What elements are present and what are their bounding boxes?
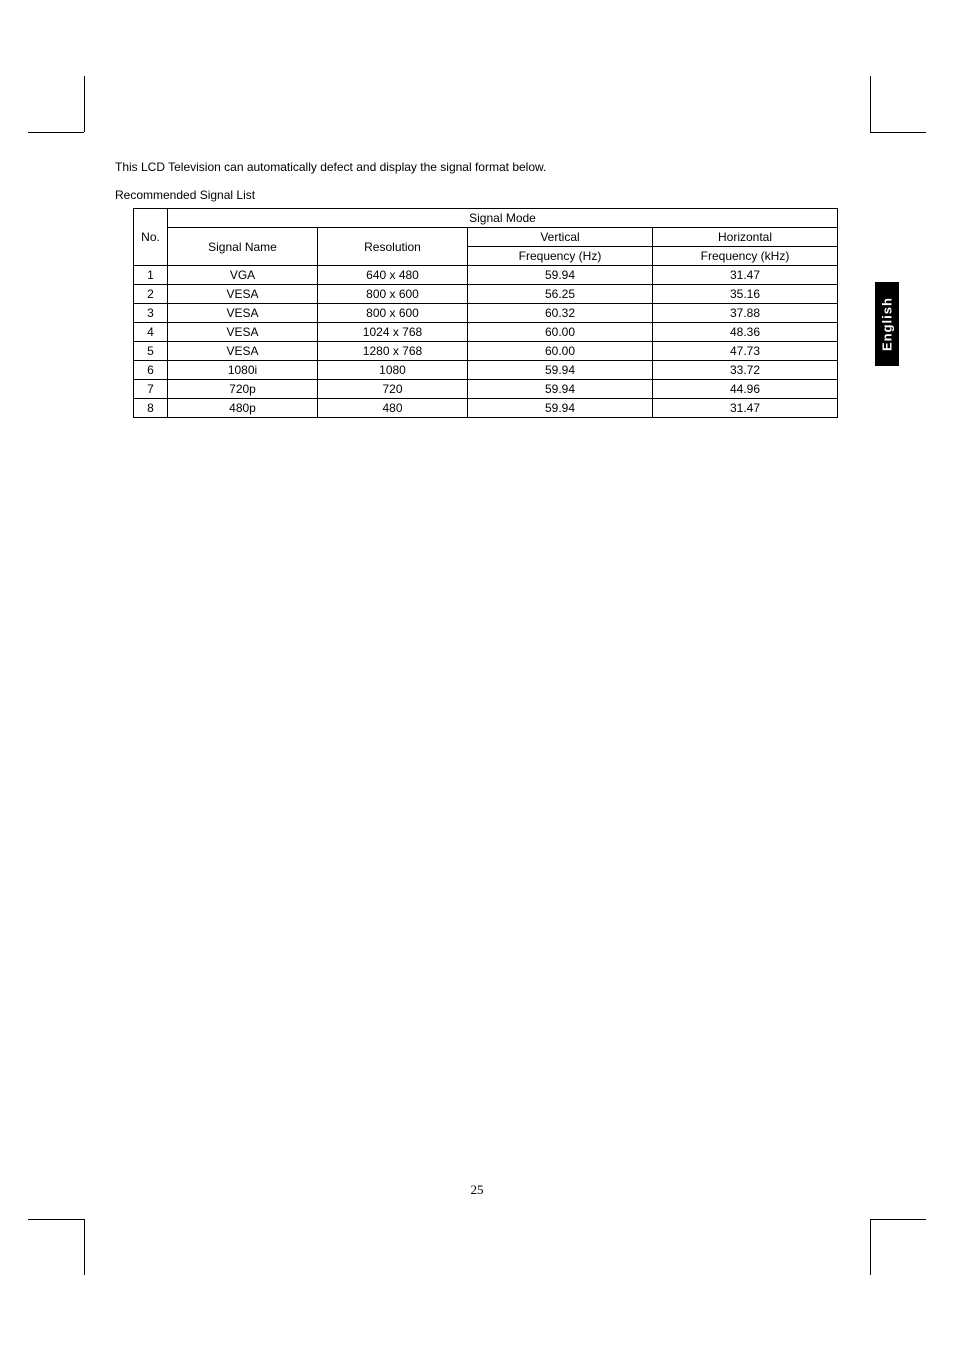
table-cell: 56.25 <box>468 285 653 304</box>
table-cell: 1 <box>134 266 168 285</box>
table-cell: 800 x 600 <box>318 285 468 304</box>
table-row: 2VESA800 x 60056.2535.16 <box>134 285 838 304</box>
table-cell: 2 <box>134 285 168 304</box>
col-header-signal-mode: Signal Mode <box>168 209 838 228</box>
table-cell: VESA <box>168 304 318 323</box>
table-cell: 8 <box>134 399 168 418</box>
table-cell: 3 <box>134 304 168 323</box>
table-cell: 31.47 <box>653 399 838 418</box>
crop-mark <box>870 1219 871 1275</box>
crop-mark <box>870 132 926 133</box>
page-number: 25 <box>0 1182 954 1198</box>
crop-mark <box>84 1219 85 1275</box>
intro-text: This LCD Television can automatically de… <box>115 160 839 174</box>
table-cell: 1024 x 768 <box>318 323 468 342</box>
table-row: 1VGA640 x 48059.9431.47 <box>134 266 838 285</box>
table-cell: 60.32 <box>468 304 653 323</box>
table-cell: 720p <box>168 380 318 399</box>
table-header-row: Signal Name Resolution Vertical Horizont… <box>134 228 838 247</box>
table-row: 7720p72059.9444.96 <box>134 380 838 399</box>
page-content: This LCD Television can automatically de… <box>115 160 839 418</box>
table-cell: 720 <box>318 380 468 399</box>
crop-mark <box>84 76 85 132</box>
table-cell: VESA <box>168 285 318 304</box>
table-cell: VESA <box>168 342 318 361</box>
table-cell: 48.36 <box>653 323 838 342</box>
col-header-resolution: Resolution <box>318 228 468 266</box>
signal-table-body: 1VGA640 x 48059.9431.472VESA800 x 60056.… <box>134 266 838 418</box>
table-cell: 7 <box>134 380 168 399</box>
signal-table: No. Signal Mode Signal Name Resolution V… <box>133 208 838 418</box>
table-cell: VGA <box>168 266 318 285</box>
table-cell: VESA <box>168 323 318 342</box>
crop-mark <box>28 132 84 133</box>
table-cell: 59.94 <box>468 399 653 418</box>
col-header-no: No. <box>134 209 168 266</box>
table-cell: 47.73 <box>653 342 838 361</box>
crop-mark <box>870 1219 926 1220</box>
col-header-horizontal-1: Horizontal <box>653 228 838 247</box>
table-row: 5VESA1280 x 76860.0047.73 <box>134 342 838 361</box>
table-cell: 60.00 <box>468 342 653 361</box>
table-caption: Recommended Signal List <box>115 188 839 202</box>
language-tab: English <box>875 282 899 366</box>
table-cell: 37.88 <box>653 304 838 323</box>
table-cell: 59.94 <box>468 266 653 285</box>
table-cell: 480 <box>318 399 468 418</box>
table-cell: 1280 x 768 <box>318 342 468 361</box>
table-cell: 800 x 600 <box>318 304 468 323</box>
table-row: 61080i108059.9433.72 <box>134 361 838 380</box>
crop-mark <box>870 76 871 132</box>
table-cell: 33.72 <box>653 361 838 380</box>
col-header-vertical-2: Frequency (Hz) <box>468 247 653 266</box>
table-cell: 59.94 <box>468 380 653 399</box>
table-cell: 6 <box>134 361 168 380</box>
col-header-horizontal-2: Frequency (kHz) <box>653 247 838 266</box>
table-row: 4VESA1024 x 76860.0048.36 <box>134 323 838 342</box>
col-header-signal-name: Signal Name <box>168 228 318 266</box>
col-header-vertical-1: Vertical <box>468 228 653 247</box>
table-cell: 640 x 480 <box>318 266 468 285</box>
table-cell: 480p <box>168 399 318 418</box>
table-row: 8480p48059.9431.47 <box>134 399 838 418</box>
table-cell: 31.47 <box>653 266 838 285</box>
table-cell: 60.00 <box>468 323 653 342</box>
table-cell: 4 <box>134 323 168 342</box>
table-cell: 44.96 <box>653 380 838 399</box>
table-cell: 59.94 <box>468 361 653 380</box>
crop-mark <box>28 1219 84 1220</box>
table-cell: 5 <box>134 342 168 361</box>
table-cell: 1080i <box>168 361 318 380</box>
table-header-row: No. Signal Mode <box>134 209 838 228</box>
table-cell: 1080 <box>318 361 468 380</box>
table-cell: 35.16 <box>653 285 838 304</box>
table-row: 3VESA800 x 60060.3237.88 <box>134 304 838 323</box>
